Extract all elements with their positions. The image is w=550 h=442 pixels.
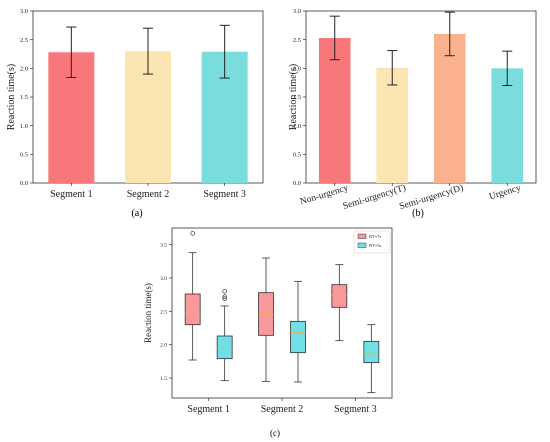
x-tick-label: Semi-urgency(D) [398,182,465,212]
x-tick-label: Segment 3 [203,189,246,200]
x-tick-label: Segment 3 [334,404,377,415]
bar [491,68,524,183]
y-axis-label: Reaction time(s) [143,283,153,343]
y-tick-label: 1.5 [293,94,301,101]
bar [376,67,409,183]
y-tick-label: 2.0 [293,66,301,73]
x-tick-label: Segment 2 [261,404,304,415]
y-tick-label: 3.0 [160,276,167,282]
outlier-point [222,289,227,294]
x-tick-label: Semi-urgency(T) [342,182,408,212]
x-tick-label: Segment 2 [127,189,170,200]
panel-b-bar-chart: 0.00.51.01.52.02.53.0Non-urgencySemi-urg… [288,8,537,219]
legend-swatch [357,242,367,248]
x-tick-label: Segment 1 [50,189,93,200]
legend-label: BT=7s [369,234,382,239]
box [290,320,306,354]
y-tick-label: 1.5 [160,376,167,382]
outlier-point [190,231,195,236]
outlier-point [222,296,227,301]
x-tick-label: Urgency [488,183,522,202]
y-tick-label: 3.5 [160,243,167,249]
bar [433,33,466,183]
legend-swatch [357,233,367,239]
y-tick-label: 3.0 [20,8,28,15]
y-tick-label: 0.0 [20,180,28,187]
y-tick-label: 2.5 [20,37,28,44]
panel-caption: (c) [270,428,280,438]
y-tick-label: 2.5 [293,37,301,44]
y-tick-label: 1.0 [293,123,301,130]
panel-caption: (a) [131,208,142,219]
box [184,293,201,326]
y-tick-label: 2.0 [160,343,167,349]
x-tick-label: Segment 1 [187,404,230,415]
y-tick-label: 0.5 [293,152,301,159]
y-tick-label: 0.0 [293,180,301,187]
box [363,340,380,364]
box [331,284,348,308]
panel-caption: (b) [412,208,424,219]
y-tick-label: 2.5 [160,309,167,315]
panel-a-bar-chart: 0.0 0.5 1.0 1.5 2.0 2.5 3.0 Segment 1 Segment 2 S… [6,8,264,219]
y-tick-label: 1.5 [20,94,28,101]
y-tick-label: 3.0 [293,8,301,15]
y-tick-label: 2.0 [20,66,28,73]
y-axis-label: Reaction time(s) [6,64,17,130]
panel-c-box-plot: 1.5 2.0 2.5 3.0 3.5 Segment 1 Segment 2 Segment… [143,227,393,438]
plot-frame [171,227,393,399]
outlier-point [222,294,227,299]
box [258,292,274,336]
y-tick-label: 0.5 [20,152,28,159]
legend-label: BT=5s [369,243,382,248]
y-axis-label: Reaction time(s) [288,64,299,130]
bar [318,37,351,183]
y-tick-label: 1.0 [20,123,28,130]
